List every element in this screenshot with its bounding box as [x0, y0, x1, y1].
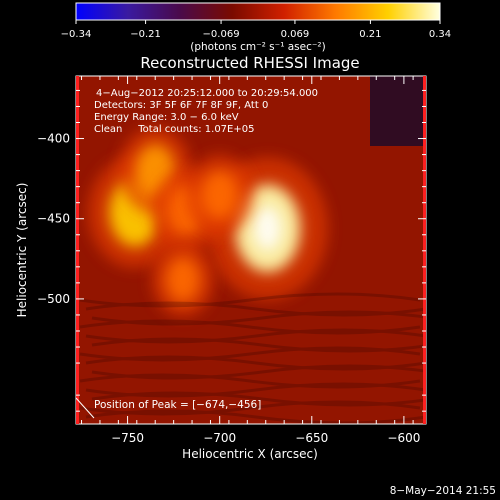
- peak-position-annotation: Position of Peak = [−674,−456]: [94, 399, 261, 411]
- y-axis-label: Heliocentric Y (arcsec): [15, 183, 29, 318]
- noise-streak: [79, 319, 421, 335]
- source-core: [165, 256, 200, 303]
- plot-right-edge-marker: [423, 76, 426, 424]
- emission-sources: [87, 127, 328, 317]
- colorbar-tick-label: −0.21: [130, 29, 161, 40]
- colorbar: −0.34 −0.21 −0.069 0.069 0.21 0.34 (photons c…: [61, 2, 451, 53]
- info-clean-counts: Clean Total counts: 1.07E+05: [94, 124, 254, 135]
- x-tick-label: −600: [387, 431, 420, 445]
- colorbar-tick-label: 0.21: [359, 29, 381, 40]
- colorbar-tick-label: 0.34: [429, 29, 451, 40]
- noise-streak: [91, 310, 426, 326]
- y-tick-label: −450: [37, 212, 70, 226]
- noise-streak: [85, 301, 426, 317]
- info-time-range: 4−Aug−2012 20:25:12.000 to 20:29:54.000: [96, 88, 318, 99]
- noise-streak: [79, 373, 421, 389]
- image-noise-streaks: [79, 292, 426, 424]
- colorbar-tick-label: −0.069: [203, 29, 240, 40]
- noise-streak: [79, 346, 421, 362]
- observation-info: 4−Aug−2012 20:25:12.000 to 20:29:54.000 …: [94, 88, 318, 135]
- image-dark-corner: [370, 76, 426, 146]
- noise-streak: [85, 382, 426, 398]
- noise-streak: [91, 391, 426, 407]
- colorbar-ticks: −0.34 −0.21 −0.069 0.069 0.21 0.34: [61, 20, 451, 40]
- info-detectors: Detectors: 3F 5F 6F 7F 8F 9F, Att 0: [94, 100, 268, 111]
- x-tick-label: −700: [203, 431, 236, 445]
- noise-streak: [85, 409, 426, 424]
- x-tick-label: −750: [111, 431, 144, 445]
- colorbar-tick-label: −0.34: [61, 29, 92, 40]
- noise-streak: [79, 400, 421, 416]
- corner-mark: [75, 397, 95, 419]
- source-core: [201, 170, 239, 220]
- colorbar-gradient: [75, 2, 441, 21]
- source-peak: [253, 206, 282, 251]
- noise-streak: [79, 292, 421, 308]
- chart-title: Reconstructed RHESSI Image: [140, 54, 359, 72]
- plot-left-edge-marker: [76, 76, 79, 424]
- colorbar-tick-label: 0.069: [281, 29, 310, 40]
- noise-streak: [85, 355, 426, 371]
- noise-streak: [85, 328, 426, 344]
- x-axis: −750 −700 −650 −600: [81, 76, 420, 445]
- footer-date: 8−May−2014 21:55: [390, 485, 496, 497]
- y-tick-label: −500: [37, 292, 70, 306]
- noise-streak: [91, 337, 426, 353]
- y-tick-label: −400: [37, 132, 70, 146]
- noise-streak: [91, 364, 426, 380]
- colorbar-unit-label: (photons cm⁻² s⁻¹ asec⁻²): [190, 41, 325, 53]
- y-axis: −400 −450 −500: [37, 89, 426, 412]
- image-panel: [75, 75, 427, 425]
- info-energy-range: Energy Range: 3.0 − 6.0 keV: [94, 112, 239, 123]
- x-axis-label: Heliocentric X (arcsec): [182, 447, 318, 461]
- x-tick-label: −650: [295, 431, 328, 445]
